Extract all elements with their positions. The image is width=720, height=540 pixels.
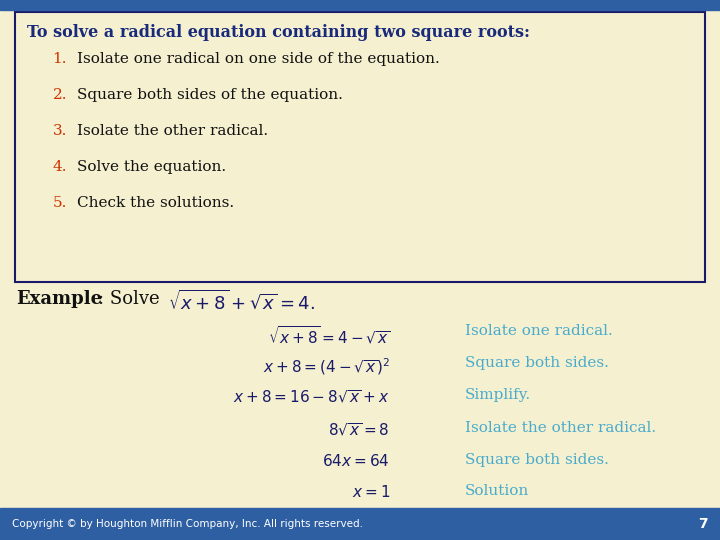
Text: $8\sqrt{x}=8$: $8\sqrt{x}=8$ <box>328 421 390 438</box>
Text: $\sqrt{x+8}+\sqrt{x}=4.$: $\sqrt{x+8}+\sqrt{x}=4.$ <box>168 290 315 313</box>
Text: $64x=64$: $64x=64$ <box>323 453 390 469</box>
Text: Square both sides of the equation.: Square both sides of the equation. <box>77 88 343 102</box>
Text: Check. True: Check. True <box>465 516 559 530</box>
Text: Isolate one radical.: Isolate one radical. <box>465 324 613 338</box>
Text: $x+8=16-8\sqrt{x}+x$: $x+8=16-8\sqrt{x}+x$ <box>233 388 390 405</box>
Text: Check the solutions.: Check the solutions. <box>77 196 234 210</box>
Text: 7: 7 <box>698 517 708 531</box>
Text: 3.: 3. <box>53 124 67 138</box>
Text: Example: Example <box>16 290 102 308</box>
Text: Square both sides.: Square both sides. <box>465 453 609 467</box>
Text: Isolate the other radical.: Isolate the other radical. <box>77 124 268 138</box>
Text: Isolate one radical on one side of the equation.: Isolate one radical on one side of the e… <box>77 52 440 66</box>
Text: 2.: 2. <box>53 88 67 102</box>
Text: $\sqrt{x+8}=4-\sqrt{x}$: $\sqrt{x+8}=4-\sqrt{x}$ <box>268 324 390 346</box>
Text: : Solve: : Solve <box>98 290 166 308</box>
Text: $x=1$: $x=1$ <box>351 484 390 500</box>
Text: Isolate the other radical.: Isolate the other radical. <box>465 421 656 435</box>
Bar <box>0 508 720 540</box>
Text: 4.: 4. <box>53 160 67 174</box>
Text: To solve a radical equation containing two square roots:: To solve a radical equation containing t… <box>27 24 530 41</box>
Text: Solve the equation.: Solve the equation. <box>77 160 226 174</box>
Bar <box>0 0 720 10</box>
Text: $\sqrt{(1)+8}+\sqrt{(1)}=4$: $\sqrt{(1)+8}+\sqrt{(1)}=4$ <box>240 516 390 540</box>
Text: Square both sides.: Square both sides. <box>465 356 609 370</box>
FancyBboxPatch shape <box>15 12 705 282</box>
Text: 1.: 1. <box>53 52 67 66</box>
Text: Simplify.: Simplify. <box>465 388 531 402</box>
Text: Copyright © by Houghton Mifflin Company, Inc. All rights reserved.: Copyright © by Houghton Mifflin Company,… <box>12 519 363 529</box>
Text: 5.: 5. <box>53 196 67 210</box>
Text: Solution: Solution <box>465 484 529 498</box>
Text: $x+8=(4-\sqrt{x})^{2}$: $x+8=(4-\sqrt{x})^{2}$ <box>263 356 390 377</box>
